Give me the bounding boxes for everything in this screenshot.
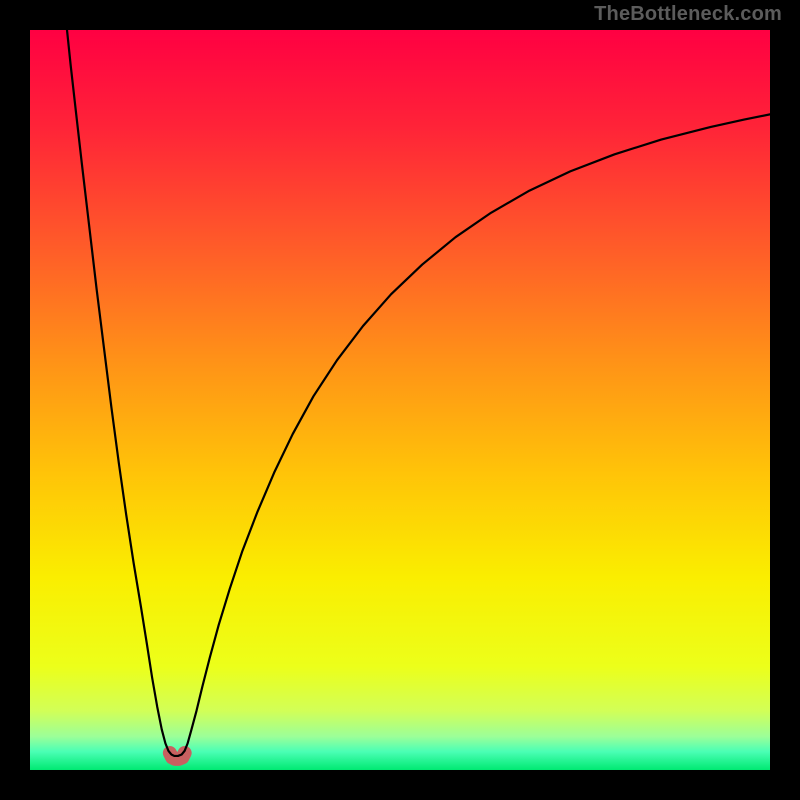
watermark-text: TheBottleneck.com xyxy=(594,3,782,26)
plot-area xyxy=(30,30,770,770)
chart-svg xyxy=(30,30,770,770)
